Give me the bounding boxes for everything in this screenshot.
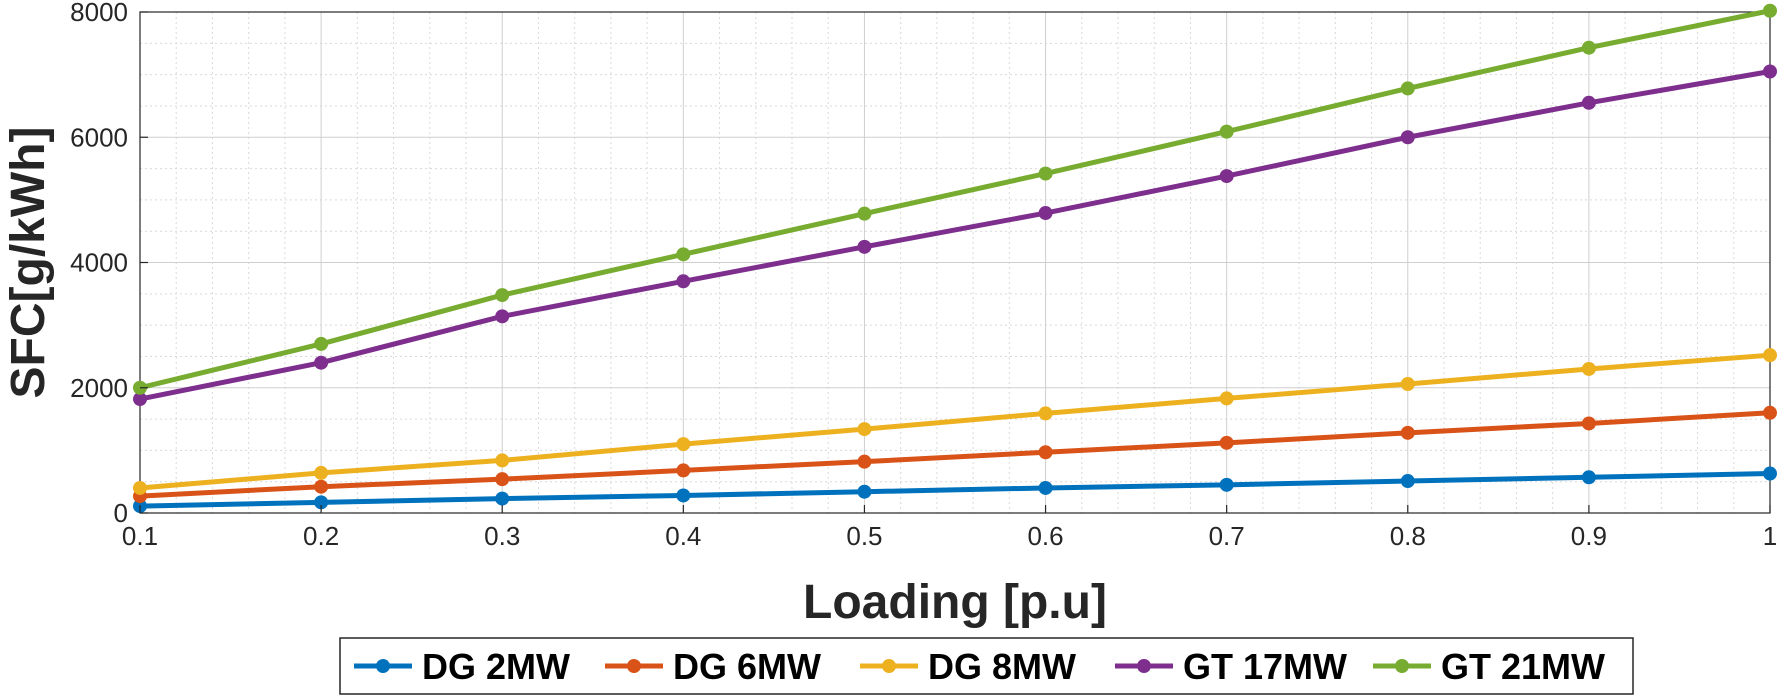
x-tick-label: 0.6 [1027, 521, 1063, 551]
legend-swatch-marker [1137, 659, 1151, 673]
data-point [314, 495, 329, 510]
data-point [1581, 95, 1596, 110]
legend-item-dg-2mw: DG 2MW [354, 646, 570, 687]
legend-swatch-marker [1395, 659, 1409, 673]
x-tick-label: 1 [1763, 521, 1777, 551]
legend-swatch-marker [882, 659, 896, 673]
data-point [495, 453, 510, 468]
series-gt-17mw [133, 64, 1777, 407]
data-point [314, 465, 329, 480]
data-point [1038, 406, 1053, 421]
data-point [1400, 81, 1415, 96]
major-grid [139, 11, 1771, 514]
legend-item-gt-17mw: GT 17MW [1115, 646, 1347, 687]
x-tick-label: 0.5 [846, 521, 882, 551]
data-point [1763, 64, 1777, 79]
y-tick-label: 4000 [70, 248, 128, 278]
data-point [676, 437, 691, 452]
data-point [495, 491, 510, 506]
data-point [133, 392, 147, 407]
legend-item-dg-6mw: DG 6MW [605, 646, 821, 687]
legend-item-gt-21mw: GT 21MW [1373, 646, 1605, 687]
series-dg-6mw [133, 405, 1777, 504]
data-point [1400, 130, 1415, 145]
x-axis-title: Loading [p.u] [803, 576, 1107, 629]
data-point [676, 488, 691, 503]
x-tick-label: 0.7 [1209, 521, 1245, 551]
data-point [495, 472, 510, 487]
legend-label: DG 6MW [673, 646, 821, 687]
x-tick-label: 0.2 [303, 521, 339, 551]
legend-label: DG 2MW [422, 646, 570, 687]
x-tick-label: 0.4 [665, 521, 701, 551]
x-tick-label: 0.1 [122, 521, 158, 551]
legend: DG 2MW DG 6MW DG 8MW GT 17MW GT 21MW [339, 637, 1634, 695]
data-point [495, 309, 510, 324]
y-axis-ticks: 0 2000 4000 6000 8000 [70, 0, 148, 528]
data-point [1763, 405, 1777, 420]
data-point [1219, 391, 1234, 406]
data-point [857, 239, 872, 254]
data-point [1219, 169, 1234, 184]
data-point [1219, 124, 1234, 139]
series-layer [133, 3, 1777, 514]
data-point [314, 355, 329, 370]
data-point [1400, 474, 1415, 489]
y-tick-label: 8000 [70, 0, 128, 27]
data-point [857, 206, 872, 221]
series-line [139, 471, 1771, 509]
series-line [139, 69, 1771, 402]
y-tick-label: 2000 [70, 373, 128, 403]
legend-label: DG 8MW [928, 646, 1076, 687]
data-point [857, 454, 872, 469]
legend-label: GT 21MW [1441, 646, 1605, 687]
y-tick-label: 6000 [70, 122, 128, 152]
data-point [1763, 466, 1777, 481]
data-point [133, 480, 147, 495]
data-point [1763, 348, 1777, 363]
legend-item-dg-8mw: DG 8MW [860, 646, 1076, 687]
x-tick-label: 0.9 [1571, 521, 1607, 551]
data-point [1219, 435, 1234, 450]
data-point [676, 274, 691, 289]
data-point [1400, 425, 1415, 440]
series-line [139, 410, 1771, 499]
legend-swatch-marker [376, 659, 390, 673]
data-point [1581, 361, 1596, 376]
data-point [314, 336, 329, 351]
data-point [1038, 166, 1053, 181]
data-point [676, 463, 691, 478]
x-tick-label: 0.8 [1390, 521, 1426, 551]
y-tick-label: 0 [114, 498, 128, 528]
data-point [1581, 40, 1596, 55]
x-axis-ticks: 0.1 0.2 0.3 0.4 0.5 0.6 0.7 0.8 0.9 1 [122, 505, 1777, 551]
x-tick-label: 0.3 [484, 521, 520, 551]
series-gt-21mw [133, 3, 1777, 395]
data-point [1038, 480, 1053, 495]
y-axis-title: SFC[g/kWh] [2, 127, 55, 399]
data-point [495, 288, 510, 303]
data-point [314, 479, 329, 494]
data-point [1219, 477, 1234, 492]
data-point [1581, 470, 1596, 485]
series-line [139, 352, 1771, 491]
data-point [857, 484, 872, 499]
data-point [857, 422, 872, 437]
data-point [1038, 206, 1053, 221]
data-point [1581, 416, 1596, 431]
legend-swatch-marker [627, 659, 641, 673]
series-dg-8mw [133, 348, 1777, 495]
series-line [139, 8, 1771, 391]
legend-label: GT 17MW [1183, 646, 1347, 687]
data-point [1763, 3, 1777, 18]
data-point [676, 247, 691, 262]
data-point [1400, 376, 1415, 391]
data-point [1038, 445, 1053, 460]
series-dg-2mw [133, 466, 1777, 514]
legend-items: DG 2MW DG 6MW DG 8MW GT 17MW GT 21MW [354, 646, 1605, 687]
